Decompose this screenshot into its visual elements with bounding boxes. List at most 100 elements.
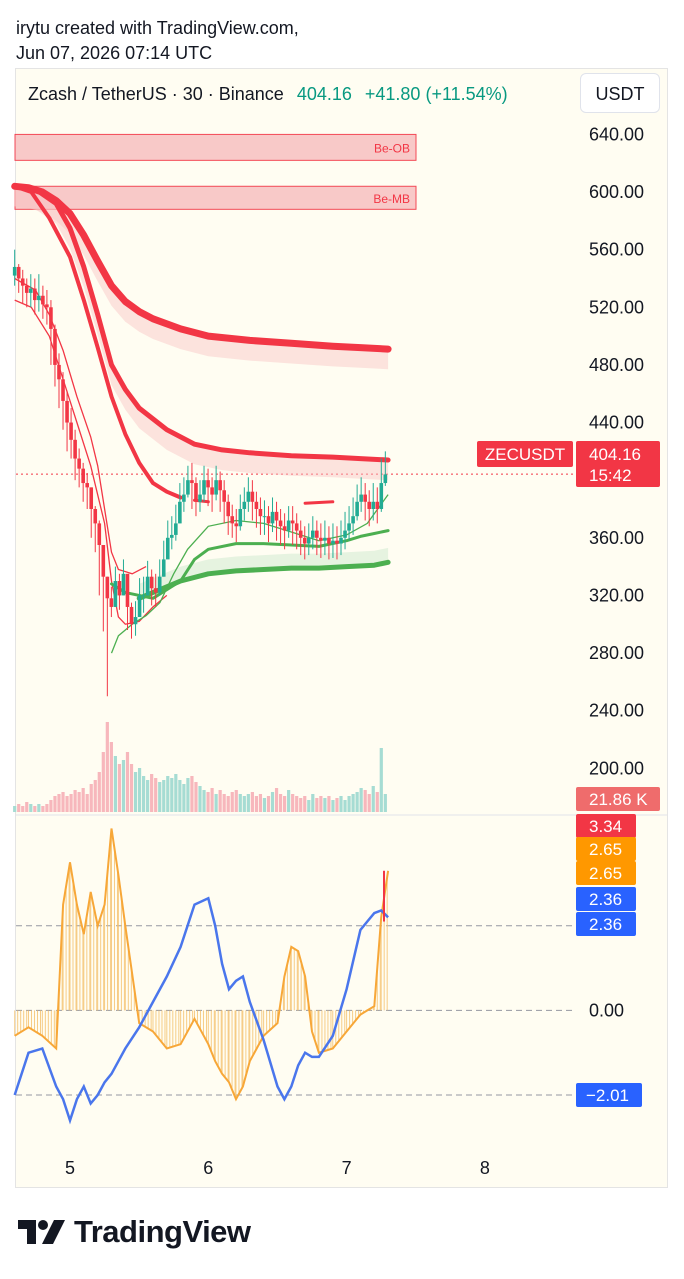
volume-bar [186, 778, 190, 812]
volume-bar [242, 796, 246, 812]
candle-body [306, 537, 311, 544]
volume-bar [238, 794, 242, 812]
volume-bar [45, 804, 49, 812]
osc-axis-tick: 0.00 [589, 1000, 624, 1020]
candle-body [302, 537, 307, 544]
candle-body [85, 483, 89, 488]
volume-bar [315, 798, 319, 812]
time-axis-tick: 7 [342, 1158, 352, 1178]
price-axis-tick: 640.00 [589, 124, 644, 144]
volume-bar [37, 804, 41, 812]
candle-body [145, 576, 150, 596]
volume-bar [141, 776, 146, 812]
candle-body [359, 494, 363, 502]
volume-bar [226, 796, 230, 812]
osc-value-badge [576, 912, 636, 936]
ema-line-2 [12, 183, 391, 463]
time-axis-tick: 5 [65, 1158, 75, 1178]
volume-bar [206, 792, 210, 812]
volume-bar [146, 780, 150, 812]
candle-body [12, 266, 17, 276]
volume-badge [576, 787, 660, 811]
volume-bar [121, 760, 126, 812]
chart-credit: irytu created with TradingView.com, Jun … [16, 16, 299, 66]
volume-bar [85, 794, 89, 812]
candle-body [190, 480, 194, 484]
volume-bar [367, 794, 371, 812]
candle-body [315, 530, 319, 538]
volume-bar [25, 802, 29, 812]
osc-value-badge-text: 2.65 [589, 864, 622, 883]
osc-low-badge-text: −2.01 [586, 1086, 629, 1105]
candle-body [274, 511, 279, 521]
volume-bar [291, 794, 295, 812]
volume-bar [166, 776, 170, 812]
candle-body [20, 278, 25, 286]
zone-label-be-mb: Be-MB [373, 192, 410, 206]
candle-body [282, 526, 287, 531]
candle-body [198, 494, 202, 502]
candle-body [37, 295, 41, 301]
volume-bar [89, 784, 93, 812]
candle-body [137, 595, 142, 618]
candle-body [202, 480, 206, 495]
candle-body [351, 516, 355, 524]
legend-price: 404.16 [296, 84, 352, 104]
osc-value-badge [576, 814, 636, 838]
volume-bar [323, 798, 327, 812]
candle-body [33, 288, 37, 301]
osc-low-badge [576, 1083, 642, 1107]
candle-body [182, 494, 186, 502]
candle-body [375, 501, 380, 509]
volume-bar [355, 792, 359, 812]
volume-bar [202, 790, 206, 812]
volume-bar [295, 796, 299, 812]
osc-value-badge-text: 2.65 [589, 840, 622, 859]
volume-bar [363, 790, 367, 812]
candle-body [383, 474, 388, 484]
price-axis-tick: 240.00 [589, 701, 644, 721]
symbol-name: Zcash / TetherUS · 30 · Binance [28, 84, 284, 104]
candle-body [290, 520, 295, 524]
candle-body [379, 483, 384, 509]
volume-bar [299, 798, 303, 812]
symbol-badge [477, 441, 573, 467]
volume-bar [250, 792, 254, 812]
volume-bar [133, 772, 138, 812]
volume-bar [343, 800, 347, 812]
osc-value-badge-text: 2.36 [589, 915, 622, 934]
candle-body [343, 530, 347, 538]
candle-body [266, 516, 271, 524]
candle-body [363, 494, 367, 502]
volume-bar [371, 786, 375, 812]
volume-bar [190, 776, 194, 812]
volume-bar [69, 794, 73, 812]
volume-bar [162, 780, 166, 812]
volume-bar [194, 782, 198, 812]
volume-bar [258, 794, 263, 812]
candle-body [97, 523, 102, 545]
volume-bar [93, 780, 97, 812]
candle-body [178, 501, 182, 524]
candle-body [89, 487, 94, 509]
tradingview-wordmark: TradingView [74, 1214, 251, 1249]
credit-date-line: Jun 07, 2026 07:14 UTC [16, 43, 213, 63]
candle-body [133, 617, 138, 625]
candle-body [141, 595, 146, 597]
candle-body [24, 285, 29, 293]
volume-bar [311, 794, 315, 812]
osc-value-badge [576, 887, 636, 911]
price-axis-tick: 320.00 [589, 585, 644, 605]
candle-body [210, 487, 214, 495]
candle-body [16, 266, 21, 279]
osc-value-badge [576, 861, 636, 885]
candle-body [294, 523, 299, 531]
volume-bar [170, 778, 174, 812]
currency-button[interactable]: USDT [580, 73, 660, 113]
chart-frame [15, 68, 668, 1188]
volume-bar [351, 794, 355, 812]
candle-body [129, 606, 134, 625]
ema-line-6 [110, 529, 390, 600]
volume-bar [222, 794, 226, 812]
